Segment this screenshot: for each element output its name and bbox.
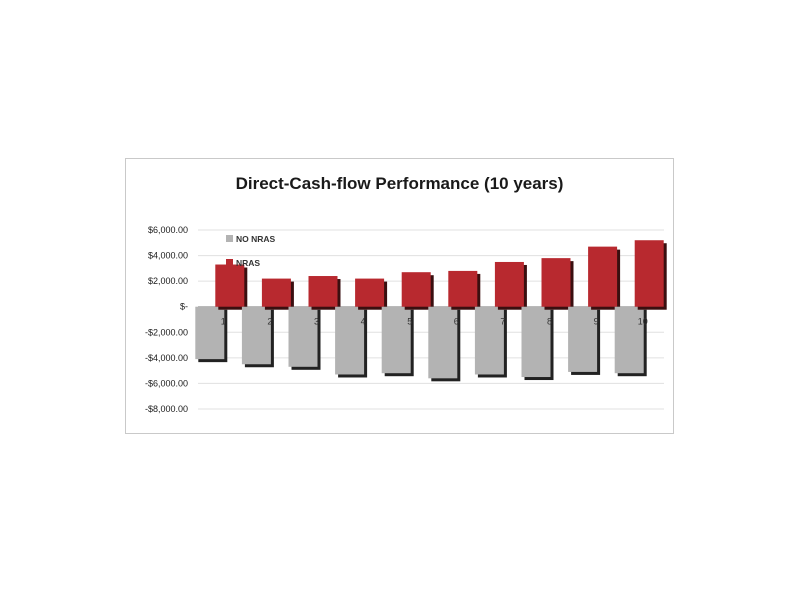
bar-nras (261, 278, 291, 307)
bar-nras (308, 276, 338, 307)
x-tick-label: 5 (407, 317, 412, 327)
bar-nras (355, 278, 385, 307)
bar-no-nras (474, 306, 504, 375)
bar-no-nras (428, 306, 458, 379)
chart-plot: $6,000.00 $4,000.00 $2,000.00 $- -$2,000.00 -… (145, 225, 667, 414)
bar-no-nras (568, 306, 598, 372)
y-tick-label: -$8,000.00 (145, 404, 188, 414)
bar-nras (588, 246, 618, 307)
bar-no-nras (521, 306, 551, 378)
bar-no-nras (241, 306, 271, 365)
x-tick-label: 8 (547, 317, 552, 327)
y-tick-label: $6,000.00 (148, 225, 188, 235)
y-tick-label: -$6,000.00 (145, 378, 188, 388)
x-tick-label: 4 (361, 317, 366, 327)
y-tick-label: $- (180, 302, 188, 312)
y-tick-label: -$2,000.00 (145, 327, 188, 337)
legend-swatch (226, 235, 233, 242)
legend-label: NO NRAS (236, 234, 276, 244)
x-tick-label: 3 (314, 317, 319, 327)
chart-title: Direct-Cash-flow Performance (10 years) (235, 174, 564, 193)
x-tick-label: 6 (454, 317, 459, 327)
bar-no-nras (335, 306, 365, 375)
legend-swatch (226, 259, 233, 266)
chart-frame: Direct-Cash-flow Performance (10 years) … (125, 158, 674, 434)
y-tick-label: $4,000.00 (148, 251, 188, 261)
y-tick-label: -$4,000.00 (145, 353, 188, 363)
bar-no-nras (288, 306, 318, 367)
bar-no-nras (614, 306, 644, 374)
bar-nras (494, 261, 524, 307)
y-tick-label: $2,000.00 (148, 276, 188, 286)
bar-no-nras (381, 306, 411, 374)
bar-no-nras (195, 306, 225, 360)
x-tick-label: 7 (500, 317, 505, 327)
x-tick-label: 2 (267, 317, 272, 327)
legend-label: NRAS (236, 258, 260, 268)
bar-nras (634, 240, 664, 307)
bar-nras (541, 258, 571, 307)
bar-nras (215, 264, 245, 307)
x-tick-label: 1 (221, 317, 226, 327)
x-tick-label: 9 (594, 317, 599, 327)
x-tick-label: 10 (638, 317, 648, 327)
bar-nras (448, 270, 478, 307)
bar-nras (401, 272, 431, 307)
